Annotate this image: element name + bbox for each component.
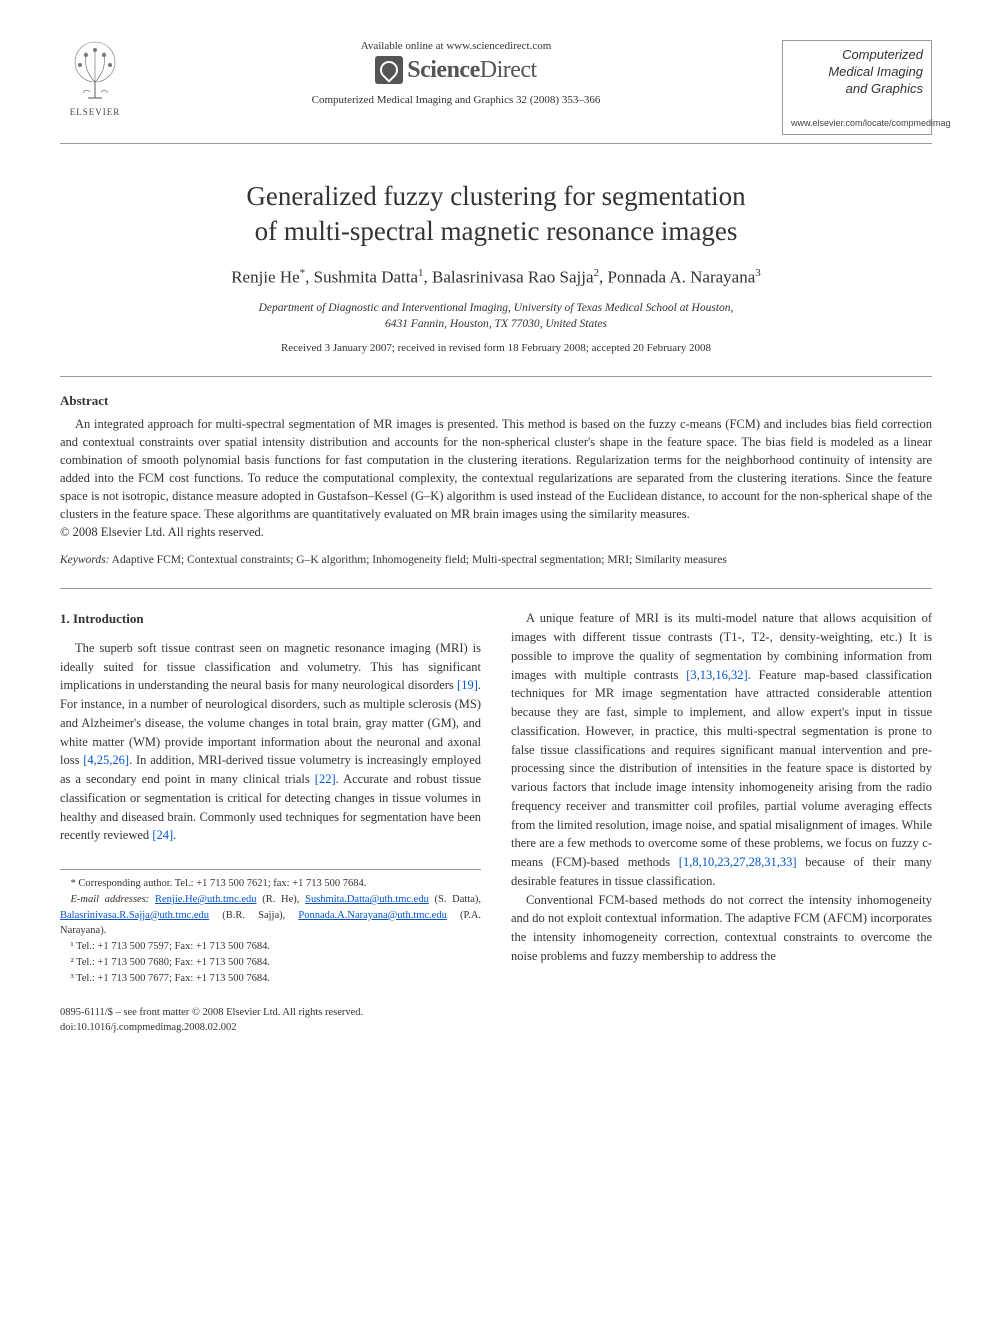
intro-p1: The superb soft tissue contrast seen on … (60, 639, 481, 845)
right-column: A unique feature of MRI is its multi-mod… (511, 609, 932, 986)
sciencedirect-icon (375, 56, 403, 84)
intro-p2: A unique feature of MRI is its multi-mod… (511, 609, 932, 890)
author-3: Balasrinivasa Rao Sajja (432, 268, 593, 287)
ref-link[interactable]: [1,8,10,23,27,28,31,33] (679, 855, 797, 869)
email-link[interactable]: Balasrinivasa.R.Sajja@uth.tmc.edu (60, 910, 209, 921)
journal-title-box: Computerized Medical Imaging and Graphic… (782, 40, 932, 135)
author-1-mark: * (300, 267, 306, 279)
journal-name-l2: Medical Imaging (828, 64, 923, 79)
sd-text-bold: Science (407, 57, 479, 83)
journal-name-l3: and Graphics (846, 81, 923, 96)
separator-rule-2 (60, 588, 932, 589)
email-link[interactable]: Renjie.He@uth.tmc.edu (155, 894, 257, 905)
keywords-text: Adaptive FCM; Contextual constraints; G–… (112, 554, 727, 566)
elsevier-tree-icon (68, 40, 123, 105)
author-2: Sushmita Datta (314, 268, 418, 287)
article-title: Generalized fuzzy clustering for segment… (60, 179, 932, 249)
footnote-3: ³ Tel.: +1 713 500 7677; Fax: +1 713 500… (60, 971, 481, 987)
author-4: Ponnada A. Narayana (608, 268, 756, 287)
abstract-heading: Abstract (60, 393, 932, 409)
sciencedirect-logo: ScienceDirect (130, 56, 782, 84)
author-1: Renjie He (231, 268, 299, 287)
left-column: 1. Introduction The superb soft tissue c… (60, 609, 481, 986)
separator-rule (60, 376, 932, 377)
footnote-1: ¹ Tel.: +1 713 500 7597; Fax: +1 713 500… (60, 939, 481, 955)
email-link[interactable]: Ponnada.A.Narayana@uth.tmc.edu (298, 910, 446, 921)
corresponding-author: * Corresponding author. Tel.: +1 713 500… (60, 876, 481, 892)
elsevier-logo: ELSEVIER (60, 40, 130, 117)
article-dates: Received 3 January 2007; received in rev… (60, 342, 932, 354)
keywords-line: Keywords: Adaptive FCM; Contextual const… (60, 554, 932, 566)
intro-p3: Conventional FCM-based methods do not co… (511, 891, 932, 966)
footnote-2: ² Tel.: +1 713 500 7680; Fax: +1 713 500… (60, 955, 481, 971)
title-line1: Generalized fuzzy clustering for segment… (246, 181, 745, 211)
affiliation-l1: Department of Diagnostic and Interventio… (259, 302, 734, 314)
journal-name-l1: Computerized (842, 47, 923, 62)
page-header: ELSEVIER Available online at www.science… (60, 40, 932, 144)
email-addresses: E-mail addresses: Renjie.He@uth.tmc.edu … (60, 892, 481, 939)
front-matter-line: 0895-6111/$ – see front matter © 2008 El… (60, 1006, 932, 1021)
footnotes-block: * Corresponding author. Tel.: +1 713 500… (60, 869, 481, 986)
elsevier-label: ELSEVIER (70, 107, 121, 117)
keywords-label: Keywords: (60, 554, 109, 566)
journal-citation: Computerized Medical Imaging and Graphic… (130, 94, 782, 106)
abstract-copyright: © 2008 Elsevier Ltd. All rights reserved… (60, 525, 932, 540)
body-columns: 1. Introduction The superb soft tissue c… (60, 609, 932, 986)
header-center: Available online at www.sciencedirect.co… (130, 40, 782, 106)
sd-text-light: Direct (480, 57, 537, 83)
email-link[interactable]: Sushmita.Datta@uth.tmc.edu (305, 894, 429, 905)
ref-link[interactable]: [4,25,26] (83, 753, 129, 767)
available-online-text: Available online at www.sciencedirect.co… (130, 40, 782, 52)
ref-link[interactable]: [19] (457, 678, 478, 692)
bottom-meta: 0895-6111/$ – see front matter © 2008 El… (60, 1006, 932, 1035)
author-4-mark: 3 (755, 267, 761, 279)
ref-link[interactable]: [3,13,16,32] (686, 668, 747, 682)
abstract-body: An integrated approach for multi-spectra… (60, 415, 932, 524)
ref-link[interactable]: [22] (315, 772, 336, 786)
affiliation: Department of Diagnostic and Interventio… (60, 300, 932, 332)
intro-heading: 1. Introduction (60, 609, 481, 629)
affiliation-l2: 6431 Fannin, Houston, TX 77030, United S… (385, 318, 607, 330)
journal-url: www.elsevier.com/locate/compmedimag (791, 118, 923, 128)
doi-line: doi:10.1016/j.compmedimag.2008.02.002 (60, 1021, 932, 1036)
title-line2: of multi-spectral magnetic resonance ima… (255, 216, 738, 246)
ref-link[interactable]: [24] (152, 828, 173, 842)
authors-line: Renjie He*, Sushmita Datta1, Balasriniva… (60, 267, 932, 288)
author-2-mark: 1 (418, 267, 424, 279)
author-3-mark: 2 (594, 267, 600, 279)
